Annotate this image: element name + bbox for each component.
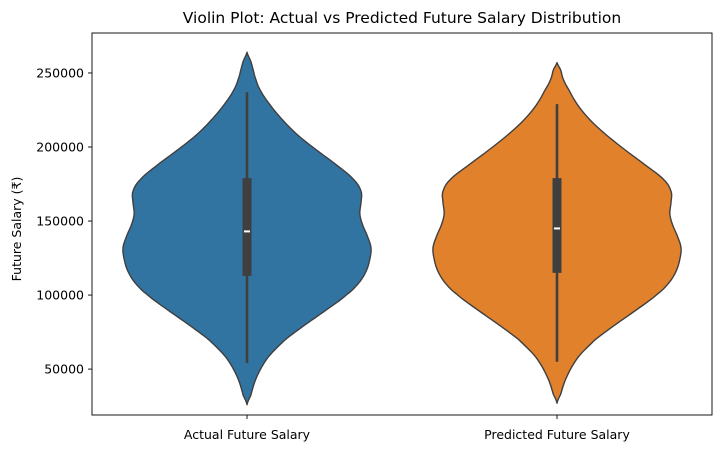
violin-iqr-box	[242, 178, 252, 276]
y-tick-label: 150000	[36, 214, 84, 229]
chart-title: Violin Plot: Actual vs Predicted Future …	[183, 9, 621, 27]
y-tick-label: 200000	[36, 140, 84, 155]
y-tick-label: 50000	[44, 362, 84, 377]
x-ticks-group: Actual Future Salary Predicted Future Sal…	[184, 415, 630, 442]
y-tick-label: 250000	[36, 65, 84, 80]
plot-frame	[91, 32, 713, 416]
violin-iqr-box	[552, 178, 562, 273]
y-tick-label: 100000	[36, 288, 84, 303]
y-axis-label: Future Salary (₹)	[9, 177, 24, 282]
x-tick-label: Actual Future Salary	[184, 427, 311, 442]
y-ticks-group: 50000 100000 150000 200000 250000	[36, 65, 92, 377]
x-tick-label: Predicted Future Salary	[484, 427, 630, 442]
violins-group	[122, 51, 682, 406]
